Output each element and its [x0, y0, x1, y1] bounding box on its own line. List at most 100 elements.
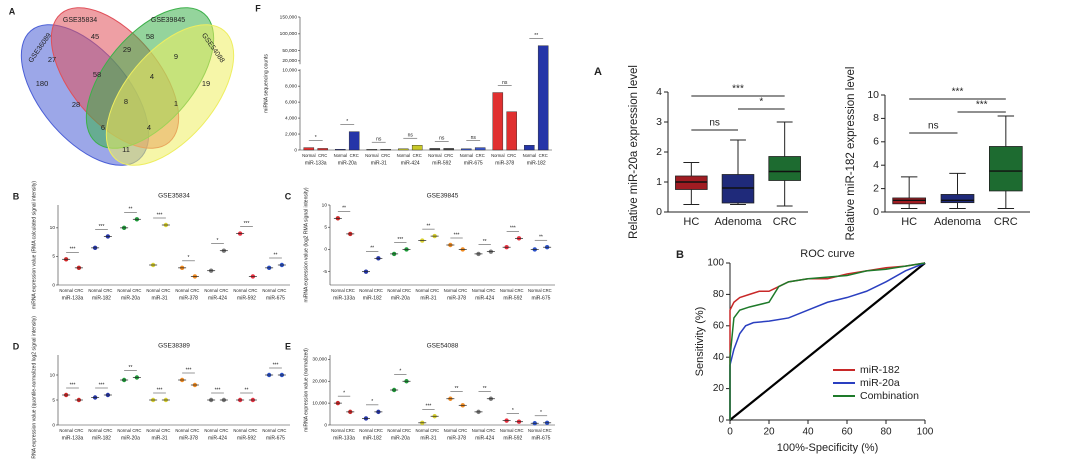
group-label: CRC	[248, 288, 257, 293]
y-tick-label: 0	[52, 282, 55, 288]
bar	[366, 149, 378, 151]
y-tick-label: 10	[322, 202, 328, 208]
x-tick-label: miR-31	[151, 295, 167, 301]
venn-count: 27	[48, 55, 56, 64]
x-tick-label: miR-20a	[338, 160, 357, 166]
group-label: Normal	[359, 428, 373, 433]
significance: ns	[709, 118, 720, 129]
panel-label: B	[676, 249, 684, 261]
x-tick-label: CRC	[994, 216, 1018, 228]
significance: **	[274, 252, 278, 258]
bar	[317, 148, 328, 151]
group-label: Normal	[500, 288, 514, 293]
x-tick-label: miR-182	[527, 160, 546, 166]
venn-count: 29	[123, 45, 131, 54]
y-tick-label: 5	[52, 254, 55, 260]
group-label: CRC	[543, 428, 552, 433]
group-label: CRC	[190, 288, 199, 293]
group-label: Normal	[302, 153, 316, 158]
significance: ***	[510, 226, 516, 232]
bar	[524, 145, 535, 151]
group-label: CRC	[458, 288, 467, 293]
panel-label: D	[13, 341, 20, 351]
group-label: CRC	[486, 428, 495, 433]
significance: ***	[99, 224, 105, 230]
group-label: CRC	[74, 288, 83, 293]
group-label: Normal	[416, 428, 430, 433]
x-tick-label: miR-592	[237, 295, 256, 301]
x-tick-label: miR-20a	[121, 435, 140, 441]
reference-line	[729, 262, 926, 421]
x-tick-label: miR-182	[92, 295, 111, 301]
y-axis-label: miRNA expression value (quantile-normali…	[31, 316, 37, 459]
significance: **	[455, 386, 459, 392]
group-label: Normal	[117, 428, 131, 433]
group-label: CRC	[402, 288, 411, 293]
y-tick-label: 0	[52, 422, 55, 428]
group-label: CRC	[346, 288, 355, 293]
y-tick-label: 10	[867, 89, 879, 101]
significance: ns	[928, 121, 939, 132]
group-label: CRC	[402, 428, 411, 433]
bar	[348, 131, 360, 151]
group-label: CRC	[458, 428, 467, 433]
venn-count: 11	[122, 145, 130, 154]
group-label: Normal	[88, 288, 102, 293]
venn-count: 19	[202, 79, 210, 88]
significance: **	[534, 33, 538, 39]
x-tick-label: miR-133a	[333, 435, 355, 441]
bar	[303, 147, 315, 151]
group-label: Normal	[428, 153, 442, 158]
y-tick-label: 0	[324, 247, 327, 253]
significance: **	[483, 386, 487, 392]
y-tick-label: 20,000	[312, 379, 327, 385]
group-label: Normal	[146, 288, 160, 293]
x-tick-label: miR-424	[475, 295, 494, 301]
group-label: CRC	[277, 288, 286, 293]
y-tick-label: 30,000	[312, 357, 327, 363]
group-label: Normal	[528, 428, 542, 433]
x-tick-label: miR-424	[208, 435, 227, 441]
group-label: Normal	[334, 153, 348, 158]
set-label: GSE35834	[63, 17, 97, 24]
group-label: Normal	[117, 288, 131, 293]
y-tick-label: 0	[324, 422, 327, 428]
x-tick-label: 0	[727, 427, 733, 438]
y-tick-label: 5	[324, 224, 327, 230]
bar	[537, 45, 549, 151]
y-tick-label: 2	[873, 182, 879, 194]
significance: *	[371, 399, 373, 405]
group-label: Normal	[88, 428, 102, 433]
y-tick-label: -5	[323, 269, 328, 275]
x-tick-label: CRC	[773, 216, 797, 228]
venn-count: 4	[147, 123, 151, 132]
group-label: Normal	[387, 288, 401, 293]
x-tick-label: miR-675	[464, 160, 483, 166]
group-label: CRC	[374, 428, 383, 433]
y-tick-label: 20,000	[282, 58, 297, 64]
group-label: Normal	[146, 428, 160, 433]
venn-count: 180	[36, 79, 49, 88]
x-tick-label: miR-424	[475, 435, 494, 441]
group-label: CRC	[430, 288, 439, 293]
y-tick-label: 60	[713, 320, 725, 331]
significance: ns	[439, 136, 445, 142]
y-tick-label: 0	[718, 415, 724, 426]
group-label: CRC	[161, 288, 170, 293]
group-label: Normal	[204, 428, 218, 433]
x-tick-label: miR-133a	[305, 160, 327, 166]
x-tick-label: miR-182	[92, 435, 111, 441]
y-tick-label: 4	[656, 86, 662, 98]
y-tick-label: 1	[656, 176, 662, 188]
panel-label: A	[594, 66, 602, 78]
significance: ***	[952, 87, 964, 98]
significance: *	[512, 408, 514, 414]
group-label: CRC	[190, 428, 199, 433]
y-tick-label: 80	[713, 289, 725, 300]
y-tick-label: 0	[294, 147, 297, 153]
significance: ***	[244, 221, 250, 227]
panel-title: GSE38389	[158, 343, 190, 350]
y-axis-label: Relative miR-182 expression level	[845, 67, 857, 241]
venn-count: 45	[91, 32, 99, 41]
significance: ***	[70, 247, 76, 253]
